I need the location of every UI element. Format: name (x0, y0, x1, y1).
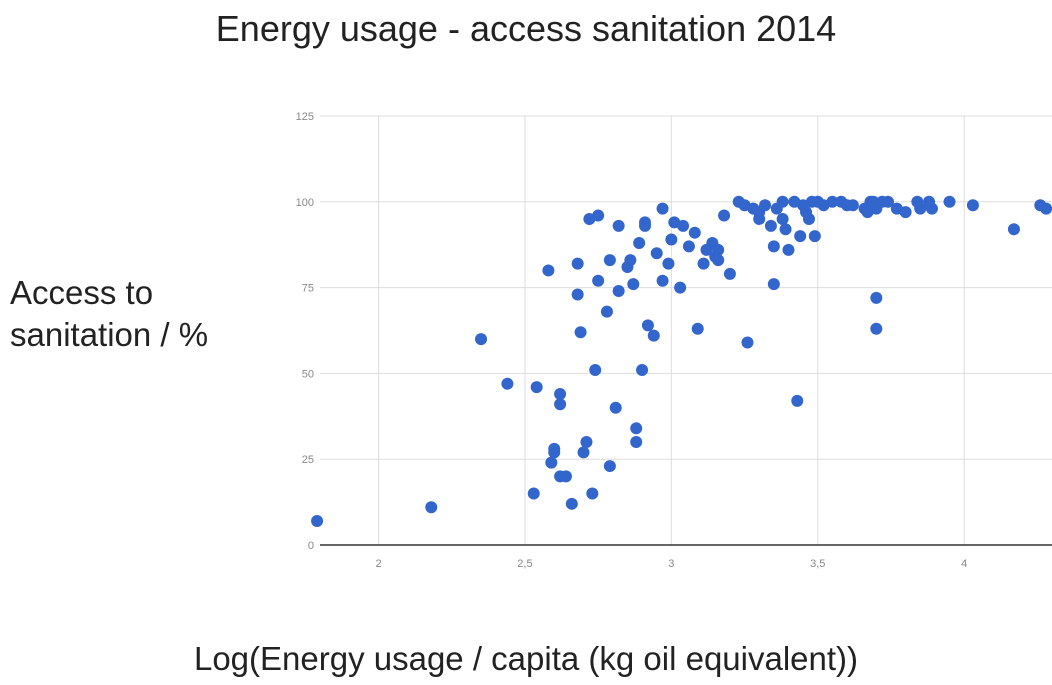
data-point (586, 488, 598, 500)
data-point (926, 203, 938, 215)
data-point (791, 395, 803, 407)
data-point (777, 213, 789, 225)
grid-lines (320, 116, 1052, 545)
data-point (692, 323, 704, 335)
y-tick-label: 75 (302, 283, 314, 295)
data-points (311, 196, 1052, 527)
x-tick-label: 3,5 (810, 558, 825, 570)
data-point (601, 306, 613, 318)
data-point (627, 278, 639, 290)
data-point (648, 330, 660, 342)
data-point (630, 436, 642, 448)
data-point (633, 237, 645, 249)
x-tick-label: 4 (961, 558, 967, 570)
data-point (870, 292, 882, 304)
data-point (794, 230, 806, 242)
data-point (768, 278, 780, 290)
data-point (1008, 223, 1020, 235)
data-point (683, 240, 695, 252)
y-tick-label: 50 (302, 368, 314, 380)
data-point (501, 378, 513, 390)
data-point (967, 199, 979, 211)
y-tick-label: 25 (302, 454, 314, 466)
data-point (803, 213, 815, 225)
data-point (610, 402, 622, 414)
data-point (475, 333, 487, 345)
data-point (642, 319, 654, 331)
data-point (613, 285, 625, 297)
data-point (782, 244, 794, 256)
data-point (870, 323, 882, 335)
data-point (777, 196, 789, 208)
data-point (592, 275, 604, 287)
data-point (578, 446, 590, 458)
data-point (572, 258, 584, 270)
data-point (548, 446, 560, 458)
data-point (636, 364, 648, 376)
data-point (575, 326, 587, 338)
data-point (580, 436, 592, 448)
data-point (589, 364, 601, 376)
data-point (528, 488, 540, 500)
data-point (572, 288, 584, 300)
y-tick-label: 125 (296, 111, 314, 123)
data-point (780, 223, 792, 235)
data-point (566, 498, 578, 510)
data-point (674, 282, 686, 294)
data-point (651, 247, 663, 259)
data-point (677, 220, 689, 232)
data-point (712, 244, 724, 256)
data-point (809, 230, 821, 242)
data-point (724, 268, 736, 280)
data-point (657, 275, 669, 287)
y-tick-label: 100 (296, 197, 314, 209)
x-tick-label: 2 (375, 558, 381, 570)
data-point (630, 422, 642, 434)
data-point (1040, 203, 1052, 215)
data-point (604, 460, 616, 472)
data-point (604, 254, 616, 266)
data-point (944, 196, 956, 208)
data-point (662, 258, 674, 270)
data-point (554, 398, 566, 410)
tick-labels: 0 25 50 75 100 125 2 2,5 3 3,5 4 (296, 111, 968, 570)
data-point (665, 234, 677, 246)
data-point (639, 216, 651, 228)
x-tick-label: 3 (668, 558, 674, 570)
data-point (542, 264, 554, 276)
data-point (531, 381, 543, 393)
data-point (545, 457, 557, 469)
y-tick-label: 0 (308, 540, 314, 552)
data-point (592, 210, 604, 222)
data-point (847, 199, 859, 211)
x-tick-label: 2,5 (517, 558, 532, 570)
data-point (311, 515, 323, 527)
data-point (712, 254, 724, 266)
data-point (759, 199, 771, 211)
data-point (698, 258, 710, 270)
data-point (900, 206, 912, 218)
data-point (613, 220, 625, 232)
data-point (657, 203, 669, 215)
data-point (425, 501, 437, 513)
data-point (689, 227, 701, 239)
data-point (718, 210, 730, 222)
data-point (768, 240, 780, 252)
data-point (741, 337, 753, 349)
data-point (765, 220, 777, 232)
data-point (624, 254, 636, 266)
data-point (560, 470, 572, 482)
data-point (554, 388, 566, 400)
